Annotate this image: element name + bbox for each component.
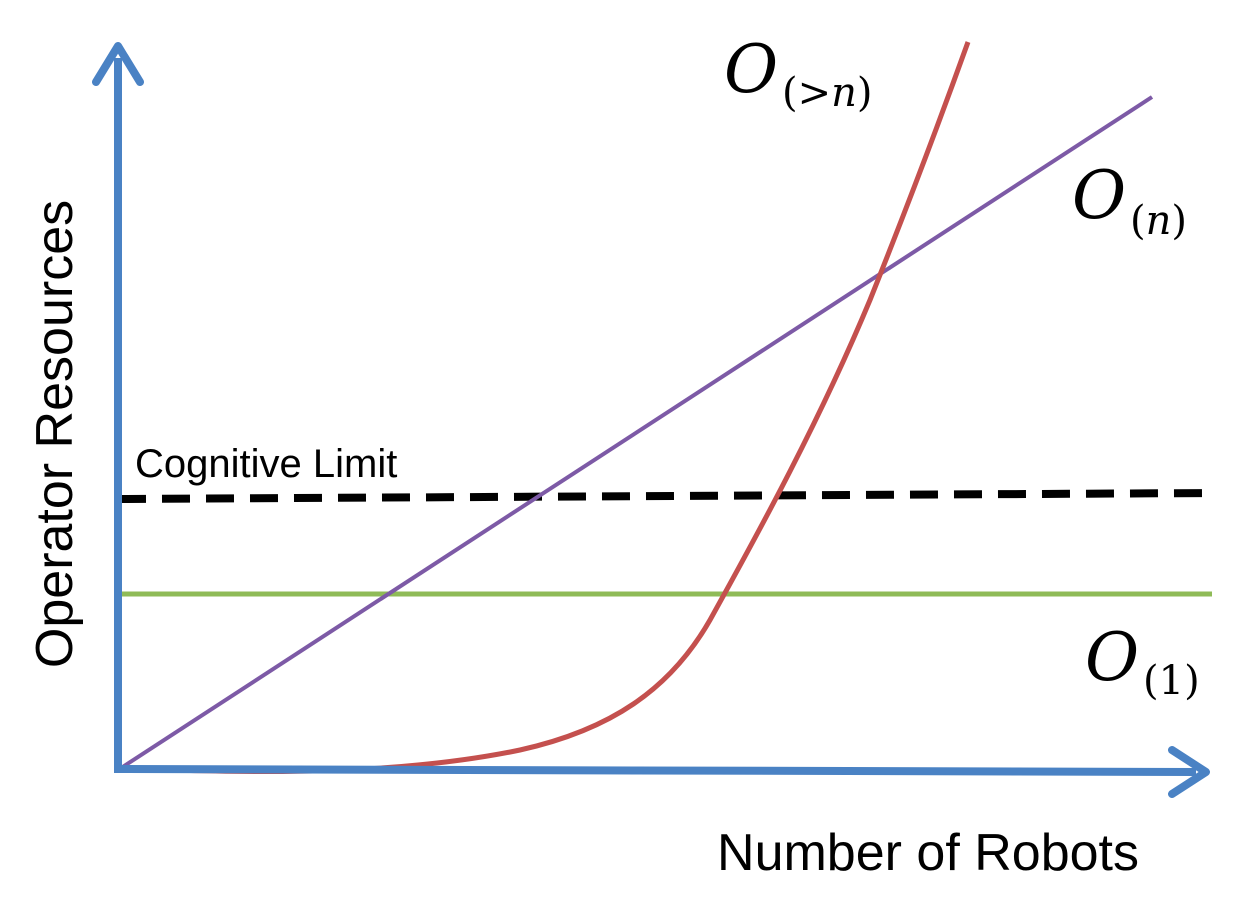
cognitive-limit-line bbox=[117, 489, 1216, 503]
y-axis-arrowhead bbox=[92, 42, 144, 86]
constant-label: O (1) bbox=[1085, 619, 1200, 704]
superlinear-label-base: O bbox=[724, 31, 778, 108]
constant-label-subscript: (1) bbox=[1143, 658, 1200, 704]
linear-label: O (n) bbox=[1072, 157, 1187, 244]
superlinear-curve bbox=[117, 41, 971, 775]
y-axis-label: Operator Resources bbox=[26, 200, 84, 668]
x-axis bbox=[113, 765, 1197, 776]
x-axis-label: Number of Robots bbox=[717, 824, 1139, 882]
superlinear-label: O (>n) bbox=[724, 31, 873, 116]
constant-label-base: O bbox=[1085, 619, 1139, 696]
x-axis-arrowhead bbox=[1168, 746, 1210, 798]
linear-label-subscript: (n) bbox=[1130, 198, 1187, 244]
linear-label-base: O bbox=[1072, 157, 1126, 234]
cognitive-limit-label: Cognitive Limit bbox=[135, 442, 397, 486]
linear-curve bbox=[116, 95, 1154, 772]
superlinear-label-subscript: (>n) bbox=[782, 70, 873, 116]
